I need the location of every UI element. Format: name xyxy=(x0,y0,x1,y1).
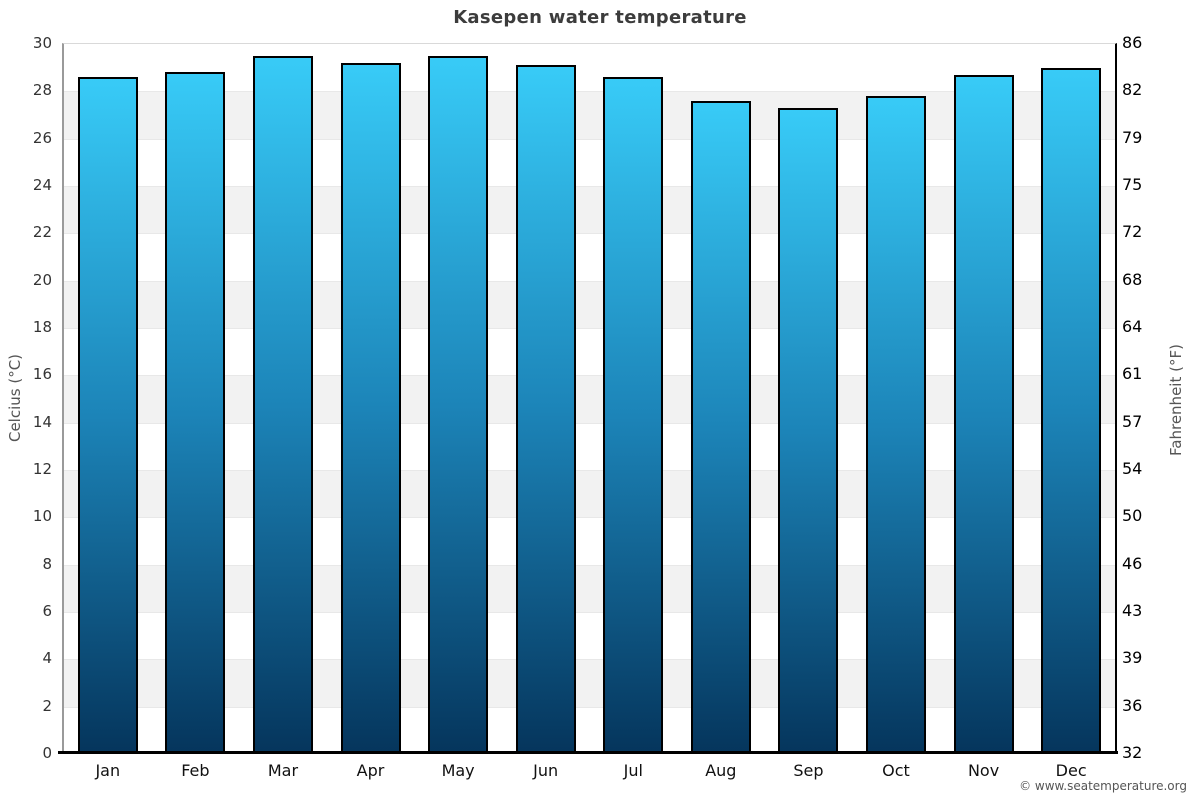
y-tick-celsius: 16 xyxy=(32,365,52,384)
x-axis-labels: Jan Feb Mar Apr May Jun Jul Aug Sep Oct Nov Dec xyxy=(64,761,1115,780)
x-tick-label-dec: Dec xyxy=(1055,761,1087,780)
y-tick-fahrenheit: 50 xyxy=(1122,506,1143,526)
y-tick-celsius: 4 xyxy=(42,649,52,668)
y-tick-fahrenheit: 36 xyxy=(1122,695,1143,715)
y-tick-celsius: 2 xyxy=(42,696,52,715)
x-tick-label-jul: Jul xyxy=(623,761,643,780)
grid-band xyxy=(64,517,1115,565)
bar-jul xyxy=(603,77,664,754)
y-tick-fahrenheit: 64 xyxy=(1122,317,1143,336)
grid-band xyxy=(64,659,1115,707)
chart-title: Kasepen water temperature xyxy=(453,7,747,28)
grid-band xyxy=(64,233,1115,281)
y-tick-celsius: 26 xyxy=(32,128,52,147)
grid-band xyxy=(64,280,1115,328)
y-tick-fahrenheit: 54 xyxy=(1122,459,1143,478)
grid-band xyxy=(64,44,1115,92)
y-tick-celsius: 12 xyxy=(32,460,52,478)
y-tick-celsius: 14 xyxy=(32,412,52,431)
y-tick-celsius: 24 xyxy=(32,176,52,194)
bar-jun xyxy=(515,65,576,754)
y-tick-fahrenheit: 79 xyxy=(1122,127,1143,147)
y-tick-fahrenheit: 82 xyxy=(1122,80,1143,100)
copyright-credit[interactable]: © www.seatemperature.org xyxy=(1019,779,1187,793)
x-tick-label-jun: Jun xyxy=(533,761,559,780)
y-tick-fahrenheit: 68 xyxy=(1122,269,1143,289)
grid-band xyxy=(64,422,1115,470)
y-tick-fahrenheit: 57 xyxy=(1122,411,1143,431)
x-axis-line xyxy=(58,751,1118,754)
y-tick-celsius: 22 xyxy=(32,223,52,242)
y-tick-celsius: 6 xyxy=(42,602,52,620)
x-tick-label-feb: Feb xyxy=(181,761,210,780)
y-tick-fahrenheit: 32 xyxy=(1122,743,1143,762)
y-tick-celsius: 18 xyxy=(32,318,52,336)
y-tick-celsius: 30 xyxy=(32,34,52,52)
x-tick-label-oct: Oct xyxy=(882,761,910,780)
x-tick-label-aug: Aug xyxy=(705,761,737,780)
bar-aug xyxy=(690,100,751,754)
bar-jan xyxy=(77,77,138,754)
y-tick-celsius: 8 xyxy=(42,554,52,573)
y-tick-celsius: 0 xyxy=(42,744,52,762)
x-tick-label-mar: Mar xyxy=(267,761,299,780)
y-tick-fahrenheit: 46 xyxy=(1122,553,1143,573)
bar-may xyxy=(428,55,489,754)
y-tick-fahrenheit: 39 xyxy=(1122,648,1143,668)
bar-apr xyxy=(340,62,401,754)
grid-band xyxy=(64,375,1115,423)
y-tick-celsius: 20 xyxy=(32,270,52,289)
grid-band xyxy=(64,328,1115,376)
y-axis-title-fahrenheit: Fahrenheit (°F) xyxy=(1167,344,1185,456)
y-tick-fahrenheit: 75 xyxy=(1122,175,1143,194)
y-tick-fahrenheit: 61 xyxy=(1122,364,1143,384)
plot-area xyxy=(62,43,1117,754)
x-tick-label-jan: Jan xyxy=(95,761,121,780)
grid-band xyxy=(64,91,1115,139)
bar-sep xyxy=(778,107,839,754)
x-tick-label-nov: Nov xyxy=(967,761,1000,780)
bar-nov xyxy=(953,74,1014,754)
bar-oct xyxy=(866,96,927,754)
bar-feb xyxy=(165,72,226,754)
x-tick-label-apr: Apr xyxy=(356,761,385,780)
grid-band xyxy=(64,186,1115,234)
y-tick-fahrenheit: 43 xyxy=(1122,601,1143,620)
bar-dec xyxy=(1041,67,1102,754)
grid-band xyxy=(64,470,1115,518)
y-tick-fahrenheit: 86 xyxy=(1122,33,1143,52)
grid-band xyxy=(64,706,1115,754)
grid-band xyxy=(64,138,1115,186)
x-tick-label-may: May xyxy=(441,761,475,780)
x-tick-label-sep: Sep xyxy=(793,761,824,780)
y-tick-celsius: 28 xyxy=(32,81,52,100)
y-tick-fahrenheit: 72 xyxy=(1122,222,1143,242)
grid-band xyxy=(64,612,1115,660)
y-tick-celsius: 10 xyxy=(32,507,52,526)
grid-band xyxy=(64,564,1115,612)
bar-mar xyxy=(252,55,313,754)
